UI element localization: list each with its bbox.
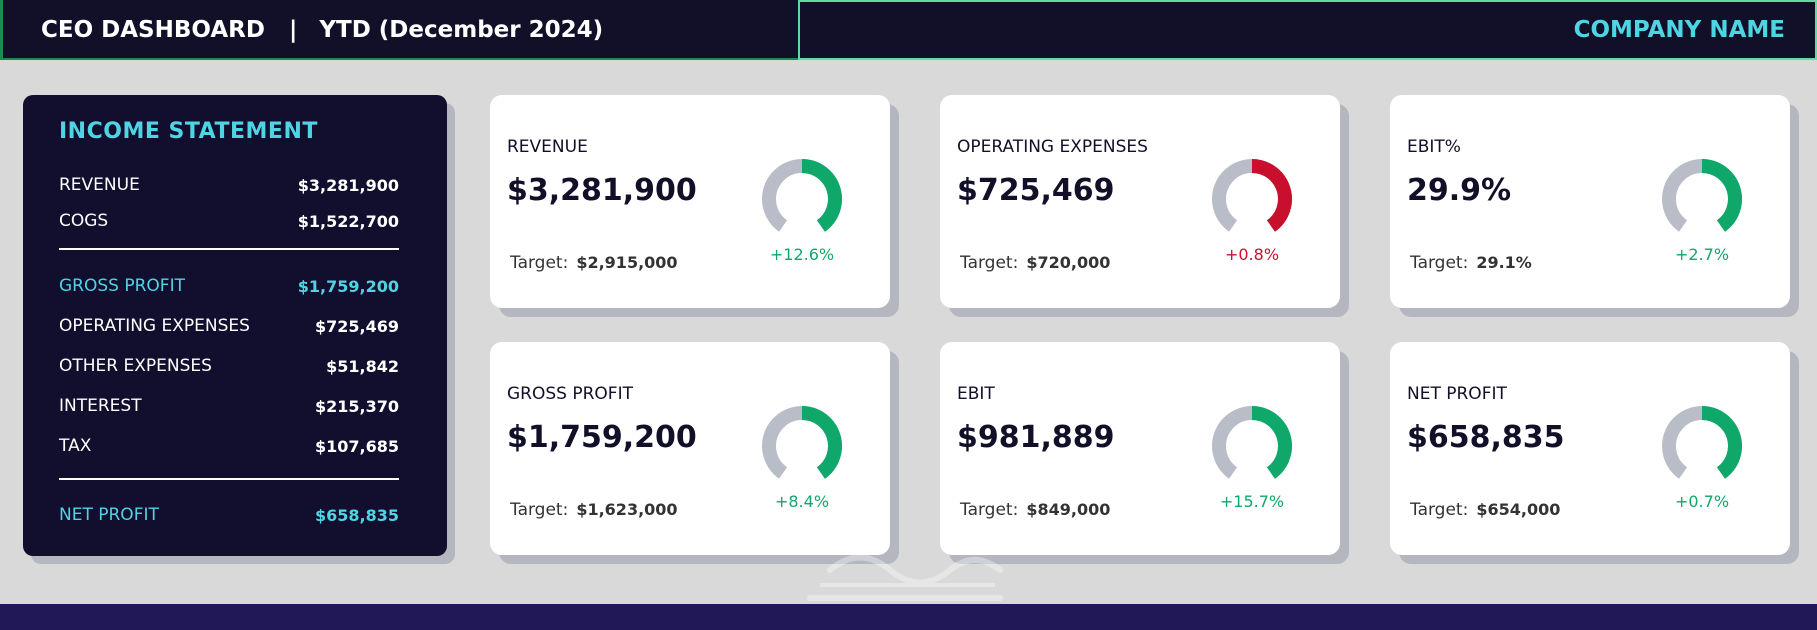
income-row-value: $51,842: [326, 356, 399, 376]
income-row-value: $725,469: [314, 316, 399, 336]
company-name: COMPANY NAME: [1573, 17, 1785, 43]
kpi-change: +8.4%: [774, 492, 830, 511]
kpi-target-label: Target:: [960, 500, 1019, 520]
income-row-interest: INTEREST $215,370: [59, 394, 399, 418]
income-row-label: GROSS PROFIT: [59, 276, 185, 296]
kpi-target-value: $1,623,000: [576, 500, 678, 519]
kpi-target-label: Target:: [510, 253, 569, 273]
kpi-target: Target: $720,000: [960, 253, 1110, 273]
kpi-gauge: [1212, 406, 1292, 479]
kpi-value: $3,281,900: [507, 173, 697, 208]
kpi-value: $725,469: [957, 173, 1115, 208]
income-row-operating-expenses: OPERATING EXPENSES $725,469: [59, 314, 399, 338]
kpi-change: +0.7%: [1674, 492, 1730, 511]
income-row-label: INTEREST: [59, 396, 142, 416]
kpi-card-ebit: EBIT $981,889 Target: $849,000 +15.7%: [940, 342, 1340, 555]
dashboard-header: CEO DASHBOARD | YTD (December 2024): [0, 0, 800, 60]
gauge-value-arc: [1701, 406, 1742, 479]
kpi-title: OPERATING EXPENSES: [957, 137, 1148, 157]
income-row-value: $3,281,900: [297, 175, 399, 195]
income-row-cogs: COGS $1,522,700: [59, 209, 399, 233]
income-row-value: $1,759,200: [297, 276, 399, 296]
income-row-label: NET PROFIT: [59, 505, 159, 525]
gauge-value-arc: [1251, 159, 1292, 232]
kpi-target: Target: $849,000: [960, 500, 1110, 520]
kpi-target-value: $720,000: [1026, 253, 1111, 272]
income-row-value: $658,835: [314, 505, 399, 525]
kpi-target: Target: $654,000: [1410, 500, 1560, 520]
kpi-gauge: [762, 406, 842, 479]
income-row-label: REVENUE: [59, 175, 140, 195]
income-row-value: $1,522,700: [297, 211, 399, 231]
income-row-label: OPERATING EXPENSES: [59, 316, 250, 336]
gauge-value-arc: [1701, 159, 1742, 232]
kpi-card-net-profit: NET PROFIT $658,835 Target: $654,000 +0.7…: [1390, 342, 1790, 555]
kpi-gauge: [1212, 159, 1292, 232]
kpi-value: 29.9%: [1407, 173, 1512, 208]
kpi-target: Target: $2,915,000: [510, 253, 678, 273]
kpi-gauge: [1662, 406, 1742, 479]
kpi-change: +0.8%: [1224, 245, 1280, 264]
income-row-gross-profit: GROSS PROFIT $1,759,200: [59, 274, 399, 298]
gauge-value-arc: [1251, 406, 1292, 479]
kpi-card-revenue: REVENUE $3,281,900 Target: $2,915,000 +12…: [490, 95, 890, 308]
kpi-value: $658,835: [1407, 420, 1565, 455]
kpi-target-label: Target:: [1410, 500, 1469, 520]
income-row-label: TAX: [59, 436, 92, 456]
kpi-target-value: $2,915,000: [576, 253, 678, 272]
kpi-title: NET PROFIT: [1407, 384, 1507, 404]
kpi-target-value: 29.1%: [1476, 253, 1532, 272]
kpi-title: EBIT%: [1407, 137, 1461, 157]
kpi-target: Target: 29.1%: [1410, 253, 1532, 273]
income-divider: [59, 248, 399, 250]
watermark-logo: [807, 554, 1003, 601]
kpi-gauge: [762, 159, 842, 232]
income-statement-title: INCOME STATEMENT: [59, 119, 318, 144]
dashboard-title: CEO DASHBOARD: [41, 17, 265, 43]
kpi-change: +15.7%: [1219, 492, 1285, 511]
footer-band: [0, 604, 1817, 630]
kpi-card-ebit-percent: EBIT% 29.9% Target: 29.1% +2.7%: [1390, 95, 1790, 308]
income-divider: [59, 478, 399, 480]
income-row-tax: TAX $107,685: [59, 434, 399, 458]
gauge-value-arc: [801, 159, 842, 232]
company-name-banner: COMPANY NAME: [798, 0, 1817, 60]
header-separator: |: [288, 17, 298, 43]
income-row-value: $215,370: [314, 396, 399, 416]
kpi-target-value: $849,000: [1026, 500, 1111, 519]
dashboard-period: YTD (December 2024): [319, 17, 604, 43]
gauge-value-arc: [801, 406, 842, 479]
kpi-title: REVENUE: [507, 137, 588, 157]
income-row-net-profit: NET PROFIT $658,835: [59, 503, 399, 527]
kpi-target-value: $654,000: [1476, 500, 1561, 519]
kpi-value: $981,889: [957, 420, 1115, 455]
kpi-card-operating-expenses: OPERATING EXPENSES $725,469 Target: $720,…: [940, 95, 1340, 308]
income-row-other-expenses: OTHER EXPENSES $51,842: [59, 354, 399, 378]
kpi-target-label: Target:: [960, 253, 1019, 273]
kpi-target: Target: $1,623,000: [510, 500, 678, 520]
kpi-title: GROSS PROFIT: [507, 384, 633, 404]
income-row-label: COGS: [59, 211, 109, 231]
kpi-title: EBIT: [957, 384, 995, 404]
kpi-gauge: [1662, 159, 1742, 232]
kpi-target-label: Target:: [1410, 253, 1469, 273]
income-statement-card: INCOME STATEMENT REVENUE $3,281,900 COGS…: [23, 95, 447, 556]
income-row-label: OTHER EXPENSES: [59, 356, 212, 376]
kpi-card-gross-profit: GROSS PROFIT $1,759,200 Target: $1,623,00…: [490, 342, 890, 555]
kpi-target-label: Target:: [510, 500, 569, 520]
kpi-value: $1,759,200: [507, 420, 697, 455]
income-row-value: $107,685: [314, 436, 399, 456]
kpi-change: +12.6%: [769, 245, 835, 264]
kpi-change: +2.7%: [1674, 245, 1730, 264]
income-row-revenue: REVENUE $3,281,900: [59, 173, 399, 197]
